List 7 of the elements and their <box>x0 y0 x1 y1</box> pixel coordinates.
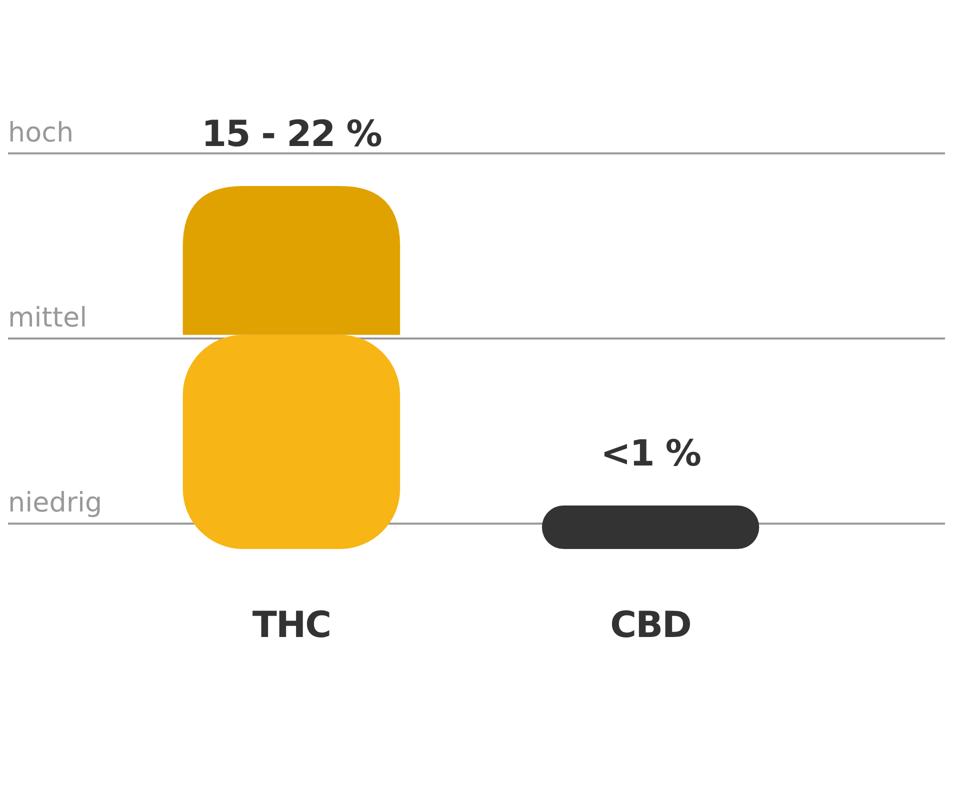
x-tick-label: CBD <box>610 605 691 646</box>
ref-line-label: mittel <box>8 302 88 334</box>
text: 15 - 22 % <box>202 114 382 155</box>
annotation: <1 % <box>600 433 700 474</box>
ref-line-label: niedrig <box>8 488 102 519</box>
ref-line-label: hoch <box>8 117 74 148</box>
x-tick-label: THC <box>252 605 331 646</box>
